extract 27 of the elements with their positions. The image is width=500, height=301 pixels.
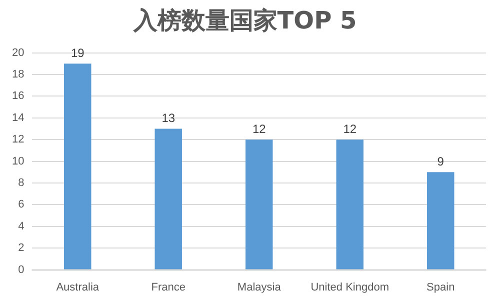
y-tick-label: 20 [12, 46, 24, 59]
bar [154, 128, 182, 270]
data-label: 12 [252, 122, 266, 136]
data-label: 9 [437, 154, 444, 168]
y-tick-label: 10 [12, 155, 24, 168]
y-tick-label: 14 [12, 112, 24, 124]
y-tick-label: 16 [12, 90, 24, 102]
x-tick-label: United Kingdom [310, 281, 390, 294]
bar [64, 64, 92, 270]
bar [427, 172, 454, 270]
data-label: 13 [162, 111, 176, 126]
y-tick-label: 0 [18, 264, 24, 276]
x-tick-label: Australia [56, 281, 100, 294]
y-tick-label: 8 [18, 177, 24, 190]
bar [246, 140, 273, 270]
data-label: 19 [70, 46, 85, 60]
y-tick-label: 2 [18, 242, 24, 254]
y-tick-label: 18 [12, 68, 24, 81]
chart-title: 入榜数量国家TOP 5 [132, 6, 357, 35]
x-tick-label: Malaysia [237, 281, 282, 294]
x-tick-label: France [151, 281, 186, 294]
data-label: 12 [343, 122, 357, 136]
y-tick-label: 4 [18, 220, 24, 232]
y-tick-label: 12 [12, 134, 24, 146]
y-tick-label: 6 [18, 198, 24, 211]
bar [336, 140, 364, 270]
x-tick-label: Spain [426, 281, 455, 294]
